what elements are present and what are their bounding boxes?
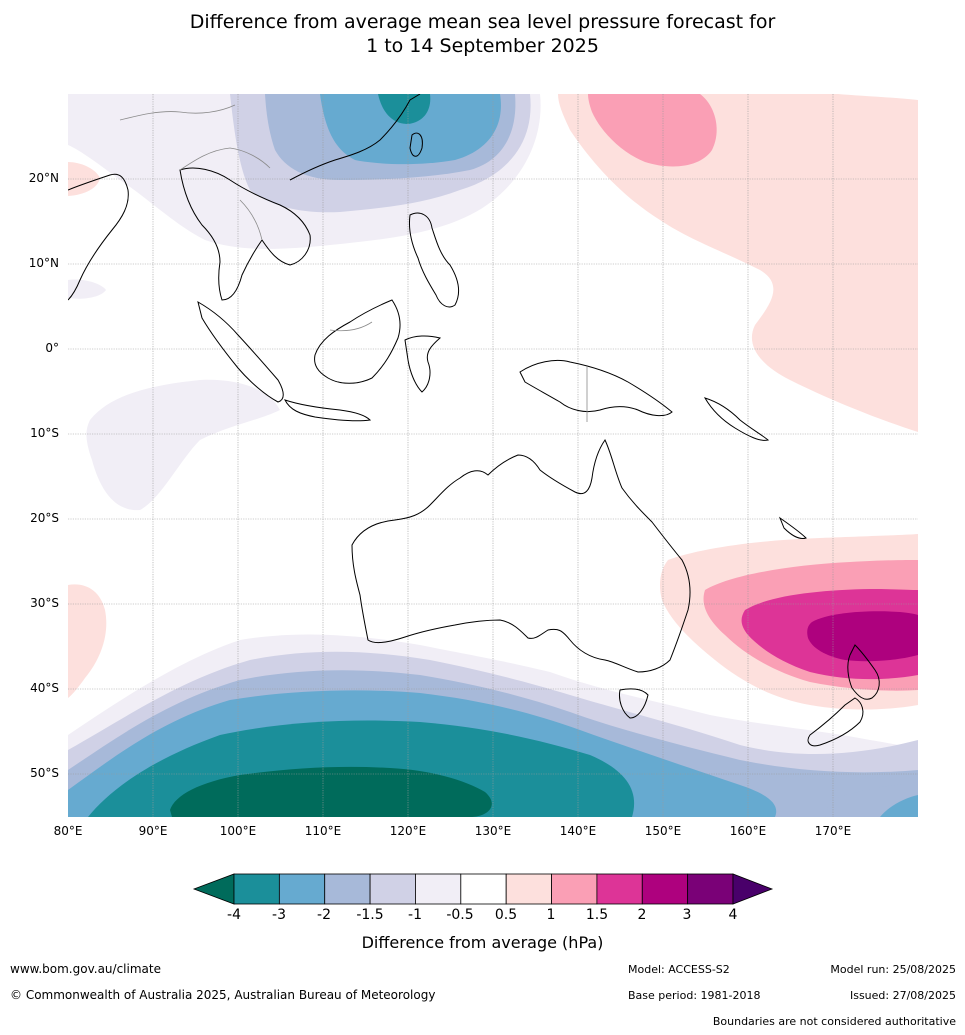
lon-label-130e: 130°E: [474, 824, 512, 838]
coast-new-zealand-north: [847, 644, 880, 700]
contour-pos-1-pacific: [588, 94, 717, 167]
colorbar-tick-p1: 1: [546, 907, 556, 923]
lat-label-20n: 20°N: [28, 171, 59, 185]
lat-label-10s: 10°S: [30, 426, 59, 440]
lon-label-80e: 80°E: [53, 824, 83, 838]
lon-label-120e: 120°E: [389, 824, 427, 838]
coast-sumatra: [197, 300, 284, 403]
coast-taiwan: [409, 132, 423, 157]
colorbar-bin-9: [641, 873, 689, 905]
colorbar-tick-m1_5: -1.5: [356, 907, 384, 923]
coast-java: [284, 399, 372, 422]
lat-label-10n: 10°N: [28, 256, 59, 270]
contour-neg-3-north: [378, 94, 431, 124]
coast-borneo: [314, 299, 401, 384]
colorbar-tick-p3: 3: [682, 907, 692, 923]
colorbar-tick-p0_5: 0.5: [494, 907, 518, 923]
lon-label-160e: 160°E: [729, 824, 767, 838]
colorbar-extend-max: [732, 873, 774, 905]
lat-label-50s: 50°S: [30, 766, 59, 780]
contour-neg-0_5-westpatch: [68, 279, 106, 299]
colorbar-tick-m0_5: -0.5: [446, 907, 474, 923]
map-title-line-2: 1 to 14 September 2025: [366, 35, 599, 57]
lon-label-90e: 90°E: [138, 824, 168, 838]
colorbar-tick-p1_5: 1.5: [585, 907, 609, 923]
lon-label-170e: 170°E: [814, 824, 852, 838]
colorbar-bin-5: [460, 873, 507, 905]
footer-model-run: Model run: 25/08/2025: [830, 963, 956, 976]
contour-white-hole-pacific: [838, 94, 918, 100]
lat-label-20s: 20°S: [30, 511, 59, 525]
colorbar-bin-3: [369, 873, 416, 905]
colorbar-bin-4: [415, 873, 462, 905]
lat-label-30s: 30°S: [30, 596, 59, 610]
colorbar-tick-m2: -2: [317, 907, 331, 923]
coast-china: [289, 94, 421, 181]
colorbar-tick-m4: -4: [227, 907, 241, 923]
colorbar-bin-7: [551, 873, 598, 905]
contour-pos-0_5-westnorth: [68, 162, 100, 196]
gridlines: [68, 94, 918, 817]
footer-model: Model: ACCESS-S2: [628, 963, 730, 976]
country-boundaries: [119, 104, 588, 422]
lon-label-140e: 140°E: [559, 824, 597, 838]
contour-neg-2-north: [320, 94, 501, 165]
coast-australia: [351, 439, 691, 673]
contour-pos-0_5-westsouth: [68, 584, 107, 698]
colorbar-title: Difference from average (hPa): [361, 933, 604, 952]
colorbar-extend-min: [192, 873, 235, 905]
colorbar-tick-p4: 4: [728, 907, 738, 923]
colorbar-tick-p2: 2: [637, 907, 647, 923]
coast-tasmania: [619, 688, 649, 719]
colorbar-bin-0: [233, 873, 280, 905]
coast-new-guinea: [519, 359, 673, 417]
footer-website: www.bom.gov.au/climate: [10, 962, 161, 976]
lon-label-100e: 100°E: [219, 824, 257, 838]
coast-solomon: [703, 397, 770, 441]
footer-copyright: © Commonwealth of Australia 2025, Austra…: [10, 988, 436, 1002]
contour-pos-0_5-pacific: [558, 94, 918, 432]
contour-neg-0_5-indian: [86, 379, 281, 511]
contour-neg-4-south: [170, 766, 492, 817]
colorbar-tick-m1: -1: [408, 907, 422, 923]
coast-new-caledonia: [778, 516, 807, 539]
coast-new-zealand-south: [807, 697, 864, 747]
colorbar-bin-6: [505, 873, 552, 905]
map-title-line-1: Difference from average mean sea level p…: [189, 11, 776, 33]
colorbar: [192, 873, 774, 905]
colorbar-bin-1: [278, 873, 326, 905]
lat-label-40s: 40°S: [30, 681, 59, 695]
footer-issued: Issued: 27/08/2025: [849, 989, 956, 1002]
contour-pos-2-tasman: [807, 611, 918, 662]
map-title: Difference from average mean sea level p…: [0, 10, 965, 58]
colorbar-tick-m3: -3: [272, 907, 286, 923]
colorbar-bin-10: [687, 873, 734, 905]
coast-india: [68, 173, 129, 301]
contour-neg-2-southeast-blue: [880, 795, 918, 817]
coast-philippines: [409, 212, 460, 308]
coast-sulawesi: [404, 335, 442, 393]
footer-base-period: Base period: 1981-2018: [628, 989, 761, 1002]
lon-label-150e: 150°E: [644, 824, 682, 838]
colorbar-bin-2: [324, 873, 371, 905]
lat-label-0: 0°: [45, 341, 59, 355]
colorbar-bin-8: [596, 873, 643, 905]
footer-disclaimer: Boundaries are not considered authoritat…: [712, 1015, 956, 1028]
map-area: [68, 94, 918, 817]
lon-label-110e: 110°E: [304, 824, 342, 838]
